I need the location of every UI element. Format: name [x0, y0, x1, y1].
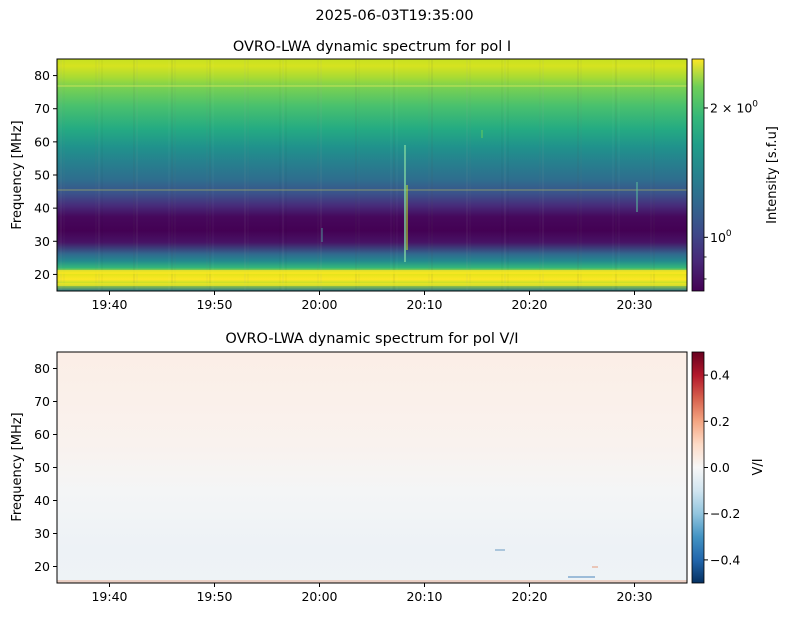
pol-vi-xtick-label: 20:20: [511, 589, 547, 604]
figure-suptitle: 2025-06-03T19:35:00: [315, 8, 474, 24]
pol-vi-cbar-tick-label: −0.4: [710, 552, 740, 567]
pol-i-burst-features: [57, 60, 687, 290]
pol-vi-colorbar: [692, 352, 704, 583]
pol-i-cbar-tick-label: 100: [710, 229, 732, 245]
pol-i-ticks: 19:40 19:50 20:00 20:10 20:20 20:30 20 30 40 50 60…: [34, 68, 652, 312]
pol-vi-cbar-tick-label: −0.2: [710, 506, 740, 521]
pol-i-colorbar-label: Intensity [s.f.u]: [765, 126, 780, 224]
pol-i-ytick-label: 80: [34, 68, 50, 83]
pol-i-xtick-label: 20:30: [616, 297, 652, 312]
pol-i-ytick-label: 60: [34, 134, 50, 149]
pol-i-ytick-label: 30: [34, 234, 50, 249]
pol-vi-ticks: 19:40 19:50 20:00 20:10 20:20 20:30 20 30 40 50 60…: [34, 361, 652, 604]
pol-vi-ytick-label: 70: [34, 394, 50, 409]
pol-vi-colorbar-ticks: 0.4 0.2 0.0 −0.2 −0.4: [704, 368, 740, 567]
pol-i-xtick-label: 19:50: [196, 297, 232, 312]
pol-i-colorbar: [692, 59, 704, 291]
pol-i-xtick-label: 20:10: [406, 297, 442, 312]
pol-i-panel: OVRO-LWA dynamic spectrum for pol I 19:4…: [10, 39, 780, 312]
pol-vi-panel: OVRO-LWA dynamic spectrum for pol V/I 19…: [10, 331, 766, 604]
pol-i-xtick-label: 20:00: [301, 297, 337, 312]
pol-i-colorbar-frame: [691, 58, 705, 292]
pol-i-ytick-label: 40: [34, 201, 50, 216]
pol-vi-ytick-label: 40: [34, 493, 50, 508]
pol-vi-xtick-label: 19:50: [196, 589, 232, 604]
pol-i-spectrum-image: [57, 59, 687, 291]
pol-vi-ytick-label: 60: [34, 427, 50, 442]
pol-vi-ytick-label: 50: [34, 460, 50, 475]
pol-vi-spectrum-image: [57, 352, 687, 583]
pol-i-ylabel: Frequency [MHz]: [10, 120, 25, 229]
pol-vi-colorbar-label: V/I: [751, 458, 766, 475]
pol-vi-features: [57, 549, 687, 583]
pol-vi-title: OVRO-LWA dynamic spectrum for pol V/I: [225, 331, 518, 347]
pol-i-bright-band: [57, 270, 687, 274]
pol-i-ytick-label: 20: [34, 267, 50, 282]
pol-i-ytick-label: 50: [34, 168, 50, 183]
pol-i-bright-band: [57, 283, 687, 286]
pol-vi-xtick-label: 20:30: [616, 589, 652, 604]
pol-vi-cbar-tick-label: 0.4: [710, 368, 730, 383]
pol-vi-xtick-label: 20:00: [301, 589, 337, 604]
pol-i-cbar-tick-label: 2 × 100: [710, 99, 758, 115]
pol-vi-edge-band: [57, 580, 687, 583]
pol-vi-ytick-label: 20: [34, 559, 50, 574]
pol-vi-ytick-label: 30: [34, 526, 50, 541]
pol-vi-cbar-tick-label: 0.0: [710, 460, 730, 475]
pol-vi-ytick-label: 80: [34, 361, 50, 376]
pol-i-xtick-label: 19:40: [91, 297, 127, 312]
pol-vi-ylabel: Frequency [MHz]: [10, 412, 25, 521]
pol-i-title: OVRO-LWA dynamic spectrum for pol I: [233, 39, 511, 55]
pol-vi-cbar-tick-label: 0.2: [710, 414, 730, 429]
pol-vi-xtick-label: 20:10: [406, 589, 442, 604]
pol-i-colorbar-ticks: 100 2 × 100: [704, 99, 758, 280]
pol-i-xtick-label: 20:20: [511, 297, 547, 312]
pol-vi-xtick-label: 19:40: [91, 589, 127, 604]
pol-i-ytick-label: 70: [34, 101, 50, 116]
